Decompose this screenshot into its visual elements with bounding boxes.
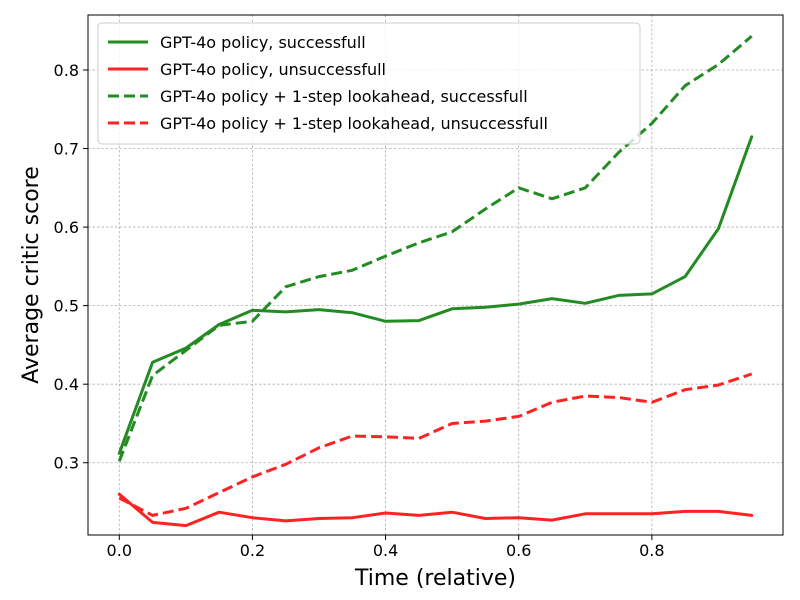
x-tick-label: 0.0 bbox=[107, 541, 132, 560]
x-tick-label: 0.8 bbox=[639, 541, 664, 560]
legend-entry-1: GPT-4o policy, successfull bbox=[160, 33, 366, 52]
series-line-1 bbox=[117, 135, 754, 455]
legend-entry-3: GPT-4o policy + 1-step lookahead, succes… bbox=[160, 87, 528, 106]
legend-box bbox=[97, 22, 641, 145]
x-tick-label: 0.2 bbox=[240, 541, 265, 560]
x-tick-label: 0.6 bbox=[506, 541, 531, 560]
y-tick-label: 0.6 bbox=[54, 218, 79, 237]
series-line-3 bbox=[117, 35, 753, 462]
legend-entry-2: GPT-4o policy, unsuccessfull bbox=[160, 60, 386, 79]
series-line-2 bbox=[117, 492, 754, 528]
y-tick-label: 0.8 bbox=[54, 61, 79, 80]
ticks: 0.0 0.2 0.4 0.6 0.8 0.3 0.4 0.5 0.6 0.7 0.8 bbox=[54, 61, 665, 560]
x-axis-label: Time (relative) bbox=[354, 566, 516, 591]
series-line-4 bbox=[118, 372, 753, 517]
x-tick-label: 0.4 bbox=[373, 541, 398, 560]
plot-frame bbox=[87, 14, 784, 536]
y-tick-label: 0.7 bbox=[54, 140, 79, 159]
y-axis-label: Average critic score bbox=[19, 166, 44, 384]
y-tick-label: 0.5 bbox=[54, 297, 79, 316]
legend: GPT-4o policy, successfull GPT-4o policy,… bbox=[97, 22, 641, 145]
series-layer bbox=[117, 35, 754, 528]
y-tick-label: 0.3 bbox=[54, 454, 79, 473]
y-tick-label: 0.4 bbox=[54, 375, 79, 394]
legend-entry-4: GPT-4o policy + 1-step lookahead, unsucc… bbox=[160, 114, 548, 133]
